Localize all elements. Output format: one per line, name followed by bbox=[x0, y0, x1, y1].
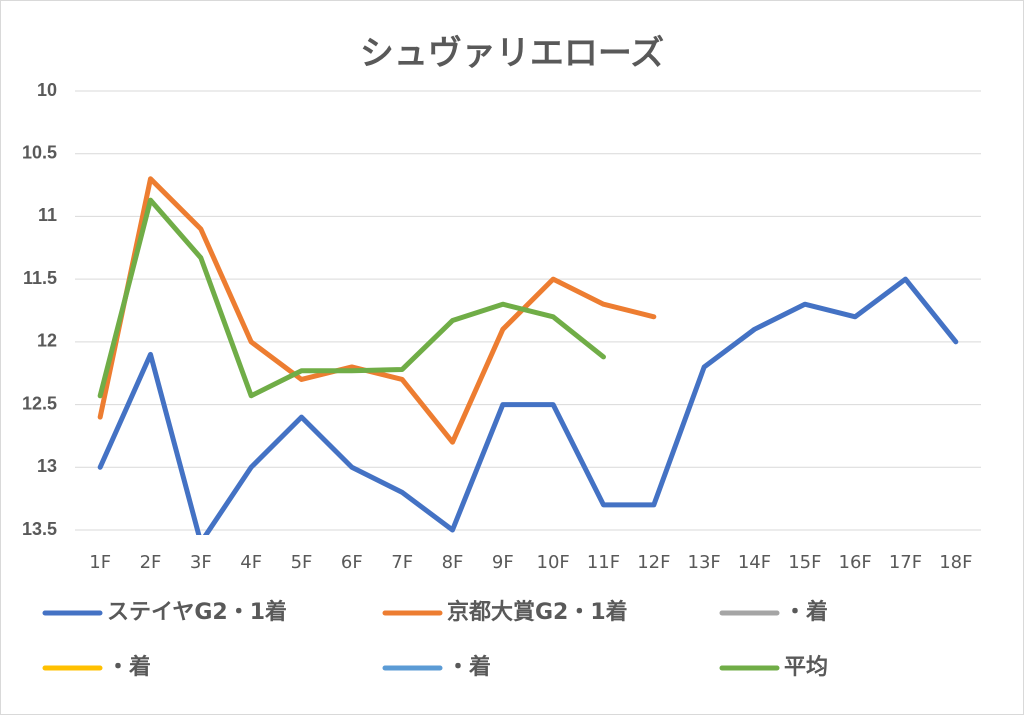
x-tick-label: 2F bbox=[140, 552, 162, 573]
legend-label: ・着 bbox=[107, 654, 151, 680]
x-tick-label: 10F bbox=[537, 552, 570, 573]
y-tick-label: 10 bbox=[37, 80, 57, 100]
y-tick-label: 12 bbox=[37, 331, 57, 351]
y-tick-label: 13 bbox=[37, 456, 57, 476]
x-tick-label: 12F bbox=[637, 552, 670, 573]
legend-label: 京都大賞G2・1着 bbox=[447, 599, 628, 625]
x-tick-label: 16F bbox=[839, 552, 872, 573]
x-tick-label: 9F bbox=[492, 552, 514, 573]
y-tick-label: 10.5 bbox=[22, 142, 57, 162]
chart-title: シュヴァリエローズ bbox=[360, 34, 664, 74]
x-tick-label: 4F bbox=[240, 552, 262, 573]
x-tick-label: 8F bbox=[442, 552, 464, 573]
x-tick-label: 1F bbox=[89, 552, 111, 573]
x-tick-label: 5F bbox=[291, 552, 313, 573]
legend-label: ・着 bbox=[447, 654, 491, 680]
y-tick-label: 11 bbox=[38, 205, 57, 225]
legend-label: 平均 bbox=[784, 654, 828, 680]
x-tick-label: 14F bbox=[738, 552, 771, 573]
x-tick-label: 11F bbox=[587, 552, 620, 573]
series-line bbox=[97, 276, 959, 535]
x-tick-label: 15F bbox=[788, 552, 821, 573]
legend-label: ステイヤG2・1着 bbox=[107, 599, 287, 625]
x-tick-label: 7F bbox=[391, 552, 413, 573]
y-tick-label: 13.5 bbox=[22, 519, 57, 539]
x-tick-label: 6F bbox=[341, 552, 363, 573]
series-line bbox=[97, 176, 657, 445]
x-tick-label: 18F bbox=[939, 552, 972, 573]
y-tick-label: 11.5 bbox=[23, 268, 57, 288]
series-line bbox=[97, 197, 606, 399]
x-tick-label: 13F bbox=[688, 552, 721, 573]
legend-label: ・着 bbox=[784, 599, 828, 625]
x-tick-label: 3F bbox=[190, 552, 212, 573]
x-tick-label: 17F bbox=[889, 552, 922, 573]
y-tick-label: 12.5 bbox=[22, 393, 57, 413]
